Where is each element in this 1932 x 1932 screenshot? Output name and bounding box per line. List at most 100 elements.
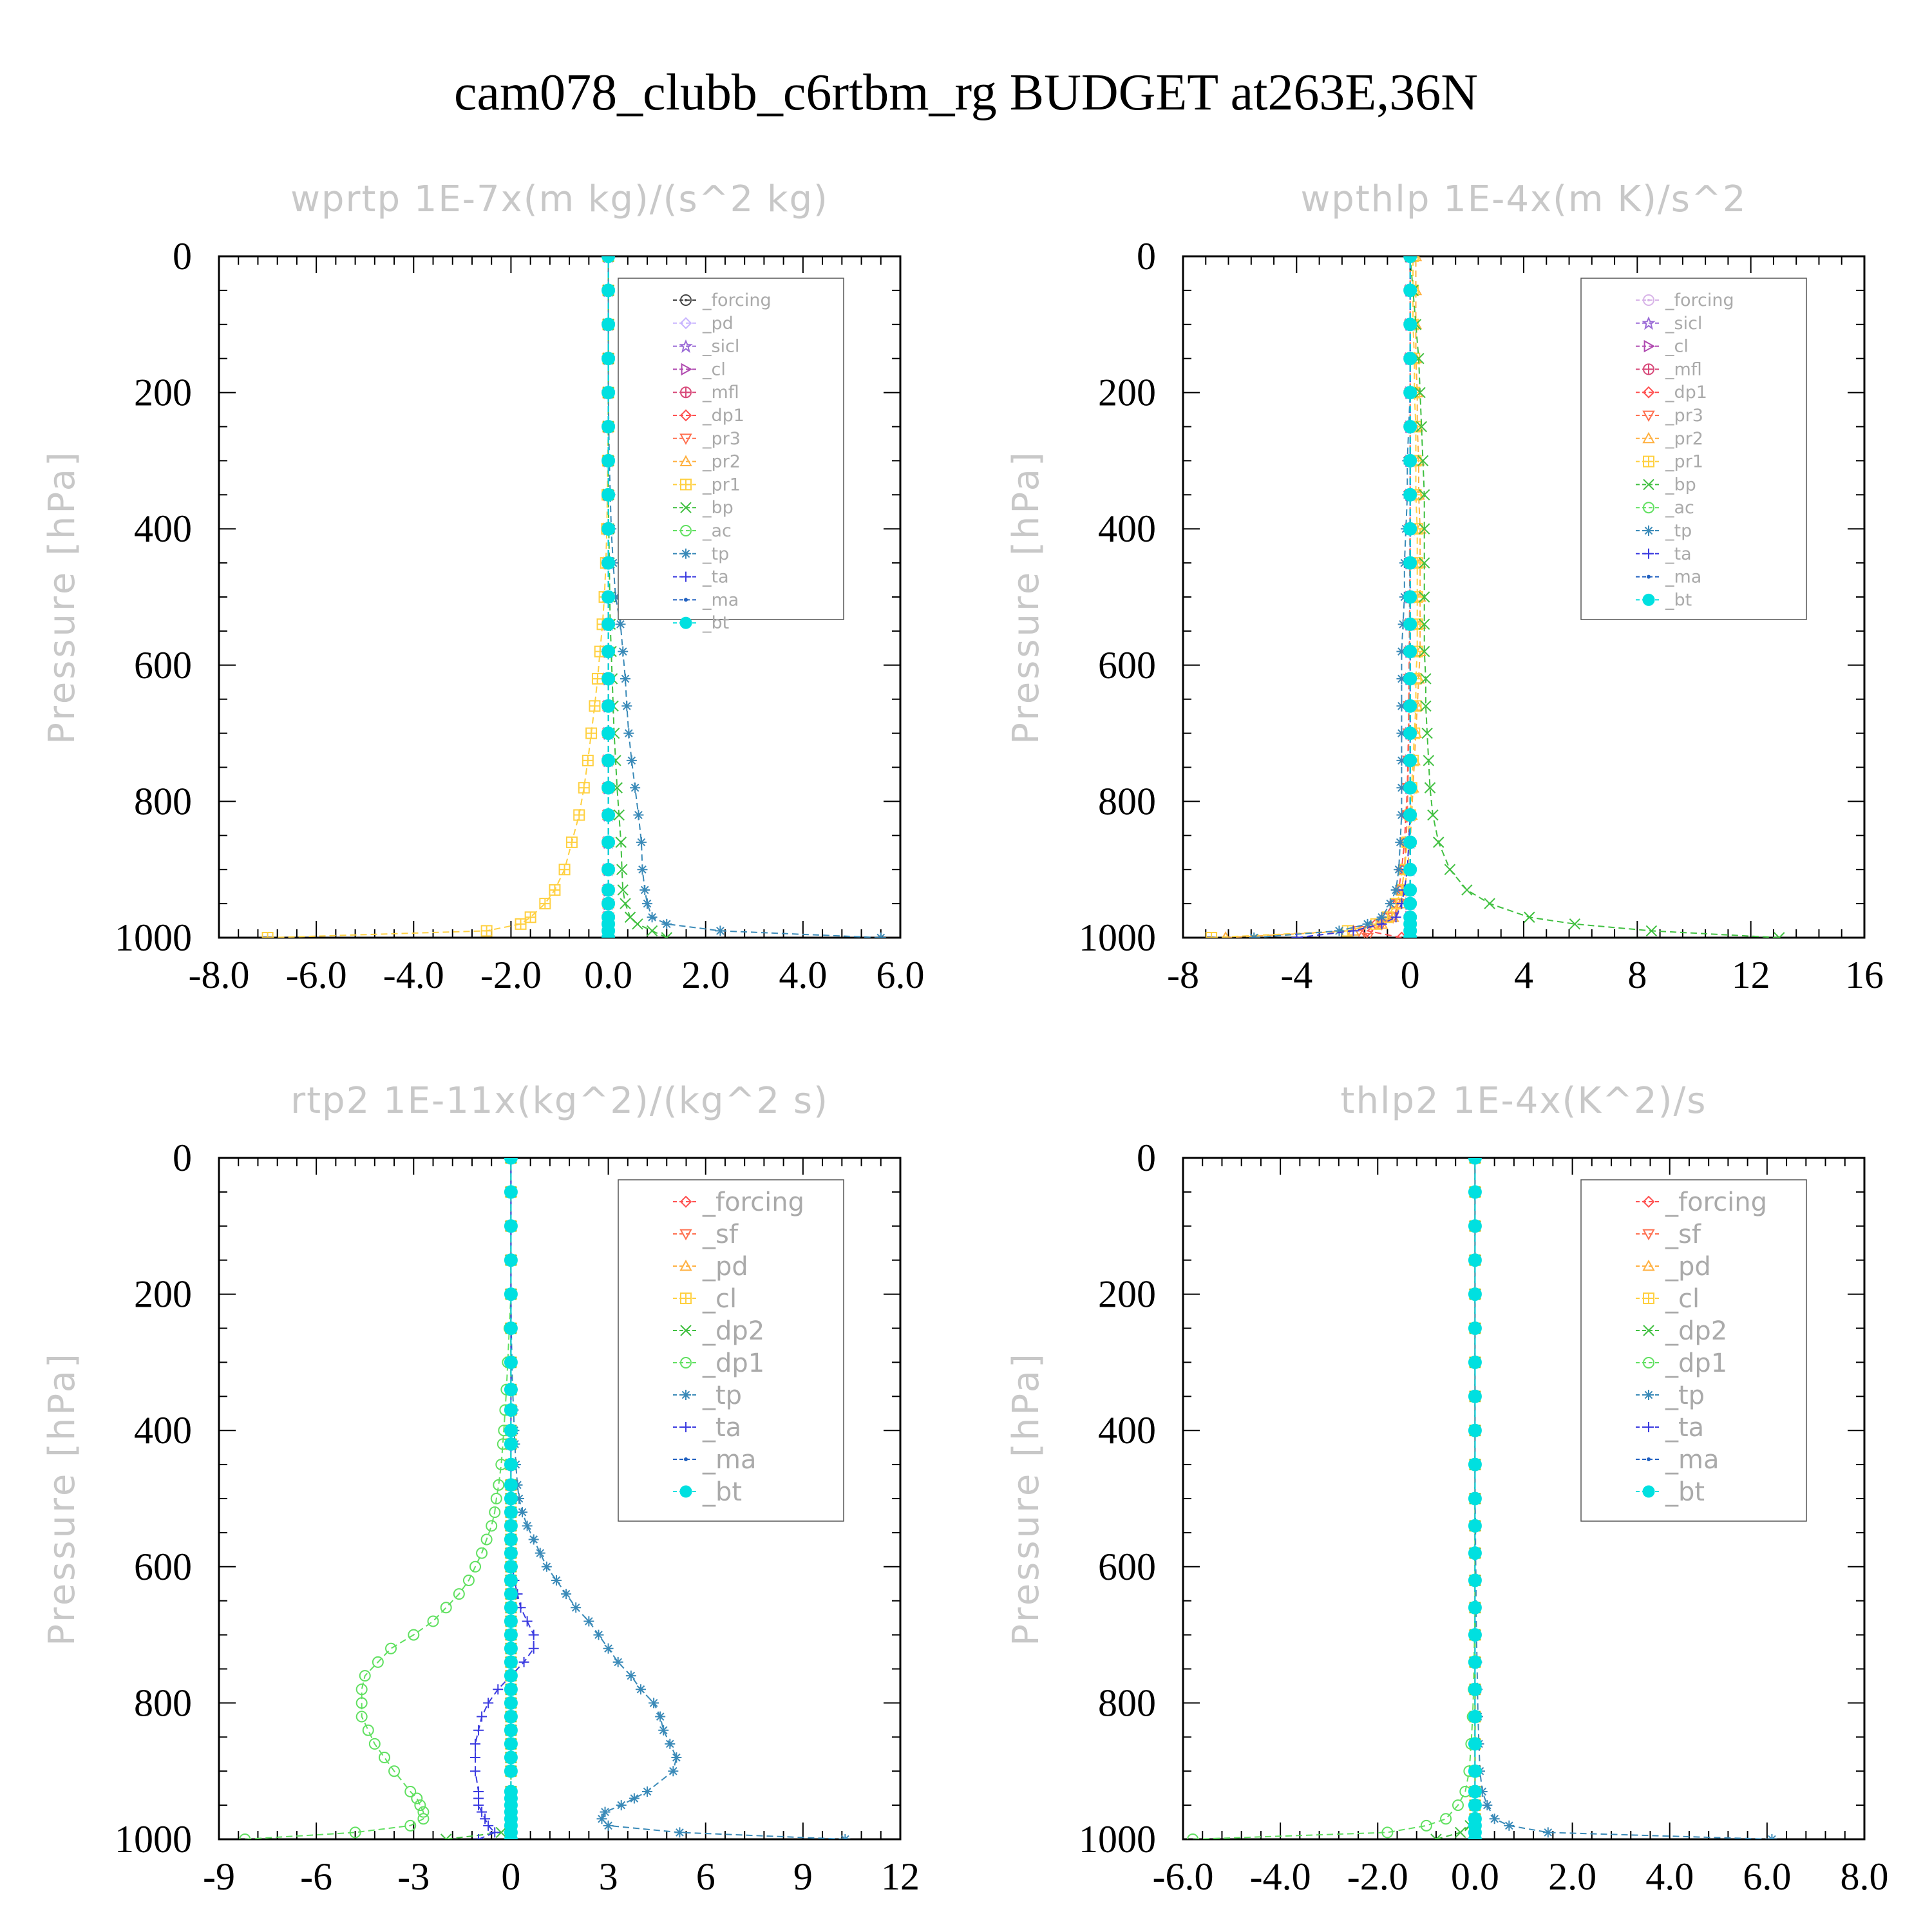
x-tick-label: 6.0 (1743, 1855, 1791, 1898)
x-tick-label: 6.0 (876, 954, 925, 996)
legend-marker (679, 433, 692, 445)
data-point (1468, 1158, 1482, 1165)
legend-label: _bt (1665, 590, 1692, 610)
legend-marker (681, 571, 691, 582)
data-point (504, 1710, 518, 1724)
data-point (1468, 1546, 1482, 1560)
data-point (1477, 1786, 1488, 1797)
data-point (1420, 700, 1432, 712)
data-point (239, 1833, 251, 1839)
x-tick-label: 4 (1514, 954, 1533, 996)
data-point (601, 883, 616, 897)
data-point (1390, 912, 1401, 923)
legend-marker (679, 1485, 692, 1498)
legend-box (1580, 1179, 1807, 1522)
legend-label: _cl (1665, 337, 1689, 357)
data-point (1524, 911, 1535, 923)
y-tick-label: 400 (134, 507, 192, 550)
data-point (504, 1219, 518, 1233)
x-tick-label: 8 (1627, 954, 1647, 996)
data-point (1423, 755, 1435, 766)
data-point (1403, 617, 1417, 631)
panel-title: thlp2 1E-4x(K^2)/s (1341, 1080, 1707, 1122)
legend-marker (684, 1457, 688, 1461)
data-point (1403, 283, 1417, 298)
legend-label: _mfl (1665, 359, 1702, 379)
data-point (372, 1656, 384, 1668)
data-point (515, 918, 527, 930)
data-point (528, 1643, 539, 1654)
legend-marker (1643, 548, 1654, 559)
data-point (504, 1505, 518, 1519)
data-point (504, 1785, 518, 1799)
y-tick-label: 0 (1137, 235, 1156, 278)
legend-marker (1643, 502, 1654, 514)
y-tick-label: 1000 (1079, 1818, 1156, 1861)
data-point (385, 1642, 397, 1654)
data-point (549, 884, 561, 896)
data-point (1403, 522, 1417, 536)
data-point (1403, 386, 1417, 400)
x-tick-label: 16 (1845, 954, 1884, 996)
data-point (1542, 1827, 1553, 1838)
data-point (1424, 782, 1436, 793)
data-point (1420, 673, 1432, 685)
y-tick-label: 0 (173, 235, 192, 278)
x-tick-label: -3 (397, 1855, 430, 1898)
data-point (1421, 727, 1433, 739)
data-point (1403, 862, 1417, 876)
legend-label: _ma (1665, 567, 1701, 587)
data-point (355, 1683, 368, 1696)
data-point (635, 1684, 646, 1695)
legend-label: _pd (1665, 1252, 1711, 1282)
legend-marker (1642, 1485, 1655, 1498)
y-tick-label: 600 (1098, 644, 1156, 687)
data-point (1403, 726, 1417, 741)
data-point (646, 925, 658, 937)
legend-marker (680, 502, 692, 513)
data-point (495, 1826, 507, 1839)
data-point (1396, 810, 1407, 820)
panel-2: wpthlp 1E-4x(m K)/s^2 Pressure [hPa] -8 -4 0… (1005, 178, 1884, 996)
data-point (1468, 1185, 1482, 1199)
y-tick-label: 400 (134, 1409, 192, 1452)
data-point (620, 898, 631, 909)
data-point (440, 1833, 452, 1839)
data-point (1396, 728, 1407, 739)
legend-label: _ac (1665, 498, 1694, 518)
legend-marker (679, 455, 692, 466)
legend-marker (679, 409, 692, 422)
legend-label: _ac (702, 521, 732, 541)
data-point (504, 1655, 518, 1669)
data-point (1403, 488, 1417, 502)
legend-label: _bp (1665, 475, 1696, 495)
x-tick-label: 2.0 (681, 954, 730, 996)
data-point (1334, 925, 1345, 936)
legend-marker (681, 548, 691, 559)
data-point (1419, 591, 1430, 603)
y-axis-label: Pressure [hPa] (41, 1351, 83, 1646)
legend-marker (679, 1229, 692, 1241)
y-tick-label: 800 (134, 780, 192, 822)
legend-marker (680, 1325, 692, 1336)
data-point (601, 753, 616, 768)
legend-marker (1642, 386, 1655, 399)
data-point (1416, 421, 1428, 433)
data-point (1390, 884, 1401, 895)
data-point (671, 1752, 682, 1763)
data-point (1468, 1219, 1482, 1233)
panels-group: wprtp 1E-7x(m kg)/(s^2 kg) Pressure [hPa]… (41, 178, 1889, 1898)
data-point (1403, 420, 1417, 433)
data-point (490, 1493, 502, 1504)
data-point (504, 1355, 518, 1369)
data-point (615, 619, 626, 630)
data-point (551, 1575, 562, 1586)
legend-label: _pd (702, 1252, 748, 1282)
data-point (480, 925, 493, 937)
series-bp (1404, 256, 1785, 938)
data-point (470, 1752, 481, 1763)
data-point (476, 1547, 488, 1559)
data-point (504, 1287, 518, 1302)
data-point (1468, 1492, 1482, 1506)
data-point (522, 1616, 533, 1627)
